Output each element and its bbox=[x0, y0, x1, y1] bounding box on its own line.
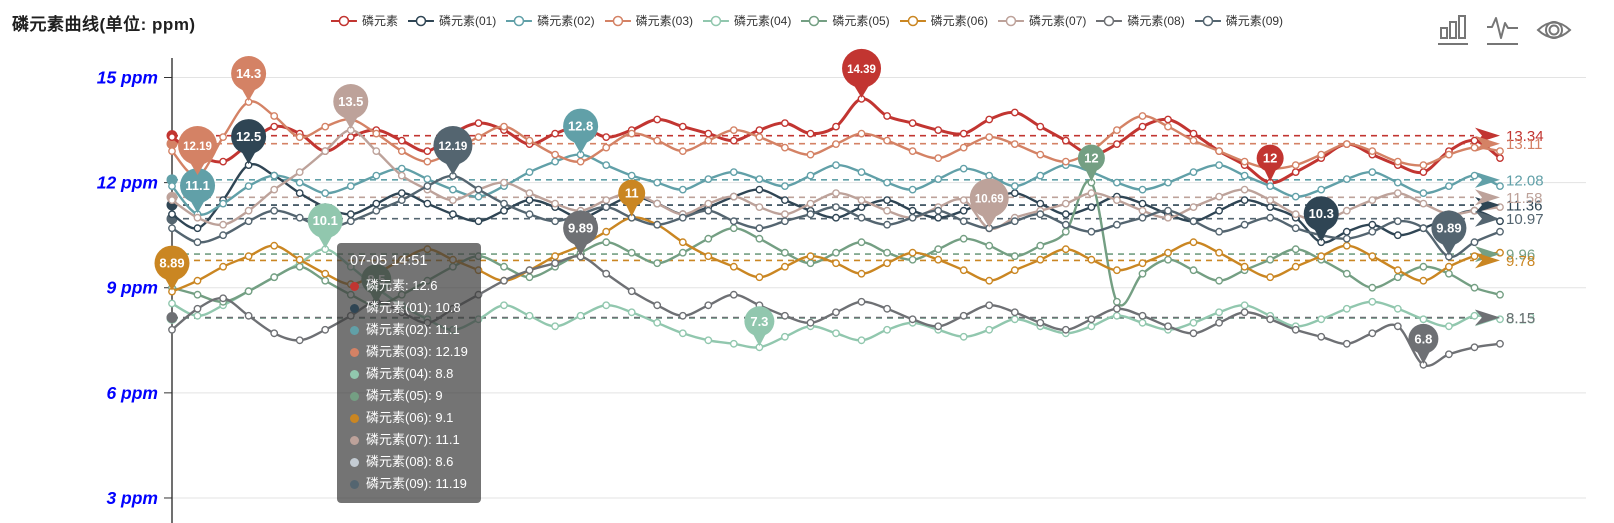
y-axis-labels: 15 ppm 12 ppm 9 ppm 6 ppm 3 ppm bbox=[97, 68, 158, 508]
legend-label: 磷元素(04) bbox=[733, 14, 792, 28]
legend-line-marker-icon bbox=[330, 15, 357, 26]
legend-line-marker-icon bbox=[407, 15, 434, 26]
svg-text:14.3: 14.3 bbox=[236, 66, 261, 81]
markpoint-pin: 10.3 bbox=[1303, 196, 1339, 242]
bar-chart-icon[interactable] bbox=[1438, 12, 1470, 48]
legend-item-1[interactable]: 磷元素(01) bbox=[407, 12, 497, 29]
markpoint-pin: 12.8 bbox=[563, 108, 599, 154]
line-chart-icon[interactable] bbox=[1486, 12, 1520, 48]
legend-item-5[interactable]: 磷元素(05) bbox=[801, 12, 890, 29]
svg-text:12.19: 12.19 bbox=[183, 141, 212, 153]
legend-label: 磷元素(07) bbox=[1029, 14, 1087, 28]
legend-item-4[interactable]: 磷元素(04) bbox=[702, 12, 792, 29]
legend-label: 磷元素 bbox=[361, 14, 398, 28]
svg-text:12.08: 12.08 bbox=[1506, 172, 1544, 189]
legend: 磷元素 磷元素(01) 磷元素(02) 磷元素(03) 磷元素(04) 磷元素(… bbox=[330, 12, 1284, 29]
svg-text:13.34: 13.34 bbox=[1506, 128, 1544, 145]
average-labels: 13.34 11.36 12.08 13.11 8.13 9.969.78 11.58 8.1… bbox=[1475, 127, 1544, 328]
legend-item-6[interactable]: 磷元素(06) bbox=[899, 12, 989, 29]
svg-text:9.89: 9.89 bbox=[1436, 221, 1461, 236]
svg-text:8.89: 8.89 bbox=[159, 256, 184, 271]
svg-text:9.96: 9.96 bbox=[1506, 247, 1535, 264]
svg-text:6 ppm: 6 ppm bbox=[106, 383, 158, 403]
legend-line-marker-icon bbox=[604, 15, 631, 26]
svg-text:12: 12 bbox=[1263, 151, 1277, 166]
svg-text:10.97: 10.97 bbox=[1506, 211, 1544, 228]
legend-label: 磷元素(06) bbox=[930, 14, 989, 28]
svg-text:6.8: 6.8 bbox=[1414, 331, 1432, 346]
svg-text:8.13: 8.13 bbox=[1506, 311, 1535, 328]
svg-text:3 ppm: 3 ppm bbox=[106, 488, 158, 508]
svg-text:9.78: 9.78 bbox=[1506, 253, 1535, 270]
legend-line-marker-icon bbox=[702, 15, 729, 26]
svg-text:10.1: 10.1 bbox=[313, 213, 338, 228]
svg-text:12: 12 bbox=[1084, 151, 1098, 166]
legend-line-marker-icon bbox=[1096, 15, 1123, 26]
markpoint-pin: 8.5 bbox=[361, 264, 392, 305]
legend-item-9[interactable]: 磷元素(09) bbox=[1194, 12, 1284, 29]
legend-line-marker-icon bbox=[899, 15, 926, 26]
toolbox bbox=[1438, 12, 1572, 48]
svg-text:15 ppm: 15 ppm bbox=[97, 68, 158, 88]
markpoint-pin: 12.5 bbox=[231, 119, 267, 165]
legend-label: 磷元素(08) bbox=[1127, 14, 1185, 28]
legend-line-marker-icon bbox=[998, 15, 1025, 26]
markpoint-pin: 14.39 bbox=[842, 48, 882, 98]
markpoint-pin: 8.89 bbox=[154, 245, 190, 291]
legend-line-marker-icon bbox=[506, 15, 533, 26]
legend-label: 磷元素(02) bbox=[537, 14, 595, 28]
legend-item-2[interactable]: 磷元素(02) bbox=[506, 12, 595, 29]
legend-line-marker-icon bbox=[1194, 15, 1221, 26]
svg-text:12.19: 12.19 bbox=[439, 141, 468, 153]
markpoint-pin: 9.89 bbox=[1431, 210, 1467, 256]
markpoint-pin: 12 bbox=[1256, 144, 1284, 182]
legend-item-8[interactable]: 磷元素(08) bbox=[1096, 12, 1185, 29]
svg-text:13.5: 13.5 bbox=[338, 94, 363, 109]
svg-text:11.36: 11.36 bbox=[1506, 198, 1542, 215]
svg-text:10.69: 10.69 bbox=[975, 194, 1004, 206]
svg-text:11.58: 11.58 bbox=[1506, 190, 1542, 207]
legend-label: 磷元素(03) bbox=[635, 14, 693, 28]
markpoint-pin: 6.8 bbox=[1408, 323, 1439, 364]
svg-text:12 ppm: 12 ppm bbox=[97, 173, 158, 193]
legend-item-7[interactable]: 磷元素(07) bbox=[998, 12, 1086, 29]
markpoint-pin: 10.69 bbox=[969, 178, 1009, 228]
legend-label: 磷元素(05) bbox=[832, 14, 890, 28]
markpoint-pin: 10.1 bbox=[307, 203, 343, 249]
markpoint-pin: 9.89 bbox=[563, 210, 599, 256]
svg-text:11.1: 11.1 bbox=[185, 178, 210, 193]
legend-item-3[interactable]: 磷元素(03) bbox=[604, 12, 693, 29]
markpoint-pin: 7.3 bbox=[744, 306, 775, 347]
markpoint-pin: 14.3 bbox=[231, 56, 267, 102]
markpoint-pin: 11 bbox=[618, 179, 646, 217]
markpoint-pin: 12 bbox=[1077, 144, 1105, 182]
legend-line-marker-icon bbox=[801, 15, 828, 26]
markpoint-pin: 12.19 bbox=[178, 125, 218, 175]
svg-text:12.5: 12.5 bbox=[236, 129, 261, 144]
svg-text:9.89: 9.89 bbox=[568, 221, 593, 236]
svg-text:10.3: 10.3 bbox=[1309, 206, 1334, 221]
markpoint-pin: 12.19 bbox=[433, 125, 473, 175]
svg-text:13.11: 13.11 bbox=[1506, 136, 1542, 153]
svg-text:11: 11 bbox=[625, 186, 639, 201]
svg-text:12.8: 12.8 bbox=[568, 119, 593, 134]
legend-label: 磷元素(01) bbox=[438, 14, 497, 28]
page-title: 磷元素曲线(单位: ppm) bbox=[12, 15, 196, 34]
markpoint-pin: 13.5 bbox=[333, 84, 369, 130]
series-line-9 bbox=[168, 172, 1504, 261]
eye-icon[interactable] bbox=[1536, 12, 1572, 48]
svg-text:8.15: 8.15 bbox=[1506, 310, 1535, 327]
legend-label: 磷元素(09) bbox=[1225, 14, 1284, 28]
svg-text:14.39: 14.39 bbox=[847, 64, 876, 76]
markpoint-pin: 11.1 bbox=[180, 168, 216, 214]
svg-text:8.5: 8.5 bbox=[367, 272, 385, 287]
svg-text:9 ppm: 9 ppm bbox=[106, 278, 158, 298]
svg-text:7.3: 7.3 bbox=[750, 314, 768, 329]
minmax-markpoints: 14.39 12 12.5 10.3 12.8 11.1 14.3 12.19 10.1 7.3 1… bbox=[154, 48, 1467, 364]
legend-item-0[interactable]: 磷元素 bbox=[330, 12, 398, 29]
